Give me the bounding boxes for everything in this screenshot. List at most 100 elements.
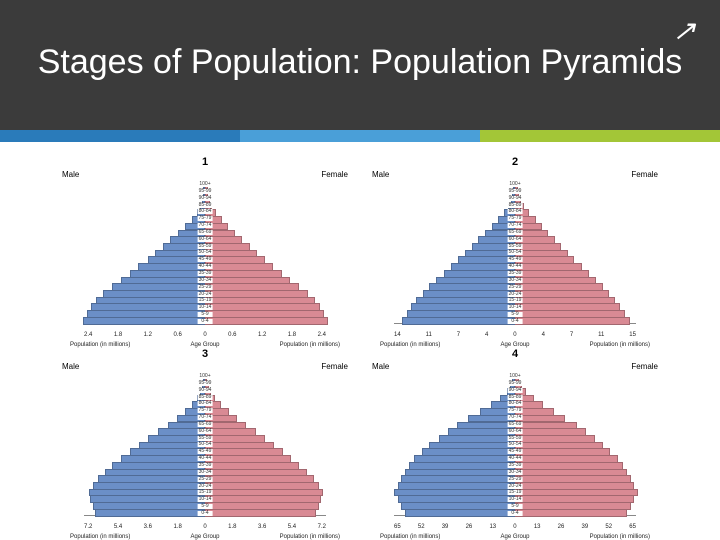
age-label: 50-54 xyxy=(198,250,213,255)
age-label: 95-99 xyxy=(508,381,523,386)
bar-half-male xyxy=(394,394,515,401)
bar-half-female xyxy=(515,448,636,455)
bar-half-male xyxy=(394,303,515,310)
x-caption-left: Population (in millions) xyxy=(70,534,130,540)
bar-half-male xyxy=(84,290,205,297)
male-bar xyxy=(83,317,205,325)
bar-half-male xyxy=(84,461,205,468)
bar-half-female xyxy=(205,394,326,401)
bar-half-female xyxy=(515,222,636,229)
bar-half-male xyxy=(84,428,205,435)
bar-half-female xyxy=(515,209,636,216)
bar-half-female xyxy=(515,296,636,303)
age-label: 25-29 xyxy=(508,285,523,290)
age-label: 35-39 xyxy=(508,463,523,468)
bar-half-male xyxy=(84,189,205,196)
bar-half-male xyxy=(84,448,205,455)
bar-half-male xyxy=(84,269,205,276)
pyramid-panel-4: 4MaleFemale100+95-9990-9485-8980-8475-79… xyxy=(370,348,660,530)
age-label: 50-54 xyxy=(198,442,213,447)
age-label: 40-44 xyxy=(198,264,213,269)
x-tick: 7 xyxy=(570,332,573,338)
bar-half-male xyxy=(394,263,515,270)
panel-number: 1 xyxy=(60,156,350,168)
age-label: 45-49 xyxy=(198,449,213,454)
age-label: 95-99 xyxy=(198,381,213,386)
bar-half-male xyxy=(84,381,205,388)
bar-half-female xyxy=(515,475,636,482)
bar-half-male xyxy=(84,455,205,462)
bar-half-female xyxy=(205,216,326,223)
bar-half-male xyxy=(84,468,205,475)
bar-half-female xyxy=(205,256,326,263)
age-label: 85-89 xyxy=(198,395,213,400)
age-label: 45-49 xyxy=(198,257,213,262)
x-tick: 52 xyxy=(605,524,612,530)
x-axis-ticks: 2.41.81.20.600.61.21.82.4 xyxy=(84,332,326,338)
accent-seg-3 xyxy=(480,130,720,142)
bar-half-male xyxy=(394,414,515,421)
x-axis-ticks: 7.25.43.61.801.83.65.47.2 xyxy=(84,524,326,530)
bar-half-female xyxy=(515,508,636,515)
bar-half-female xyxy=(515,256,636,263)
x-tick: 1.2 xyxy=(258,332,266,338)
bar-half-male xyxy=(84,502,205,509)
x-tick: 13 xyxy=(534,524,541,530)
bar-half-female xyxy=(205,276,326,283)
age-label: 75-79 xyxy=(508,216,523,221)
male-bar xyxy=(402,317,515,325)
bar-half-male xyxy=(84,236,205,243)
x-tick: 14 xyxy=(394,332,401,338)
bar-half-female xyxy=(515,401,636,408)
bar-half-female xyxy=(515,468,636,475)
bar-half-female xyxy=(205,283,326,290)
female-bar xyxy=(515,509,627,517)
x-tick: 1.8 xyxy=(114,332,122,338)
bar-half-female xyxy=(515,414,636,421)
bar-half-female xyxy=(205,316,326,323)
age-label: 15-19 xyxy=(198,298,213,303)
arrow-icon: ↗ xyxy=(673,14,696,47)
bar-half-male xyxy=(394,189,515,196)
age-label: 20-24 xyxy=(508,484,523,489)
age-label: 0-4 xyxy=(198,511,213,516)
age-label: 65-69 xyxy=(508,230,523,235)
age-label: 90-94 xyxy=(508,196,523,201)
bar-half-male xyxy=(84,394,205,401)
age-label: 90-94 xyxy=(508,388,523,393)
x-caption-center: Age Group xyxy=(500,534,529,540)
bar-half-female xyxy=(515,202,636,209)
bar-half-male xyxy=(84,495,205,502)
bar-half-female xyxy=(205,468,326,475)
bar-half-male xyxy=(84,434,205,441)
bar-half-male xyxy=(84,482,205,489)
bar-half-female xyxy=(205,502,326,509)
x-tick: 1.8 xyxy=(173,524,181,530)
age-label: 10-14 xyxy=(198,497,213,502)
age-label: 35-39 xyxy=(508,271,523,276)
age-label: 60-64 xyxy=(198,429,213,434)
x-tick: 0 xyxy=(513,524,516,530)
bar-half-male xyxy=(84,387,205,394)
bar-half-male xyxy=(394,195,515,202)
x-tick: 11 xyxy=(426,332,432,338)
age-label: 65-69 xyxy=(508,422,523,427)
age-label: 85-89 xyxy=(508,203,523,208)
age-label: 50-54 xyxy=(508,442,523,447)
age-label: 5-9 xyxy=(508,312,523,317)
bar-half-female xyxy=(515,502,636,509)
age-label: 90-94 xyxy=(198,196,213,201)
bar-half-female xyxy=(515,387,636,394)
x-tick: 1.8 xyxy=(288,332,296,338)
x-tick: 4 xyxy=(542,332,545,338)
x-tick: 3.6 xyxy=(258,524,266,530)
age-label: 40-44 xyxy=(508,264,523,269)
age-label: 30-34 xyxy=(508,278,523,283)
bar-half-female xyxy=(205,414,326,421)
bar-half-female xyxy=(205,195,326,202)
bar-half-male xyxy=(84,263,205,270)
bar-half-female xyxy=(205,310,326,317)
bar-half-female xyxy=(205,508,326,515)
female-bar xyxy=(205,509,316,517)
pyramid-panel-2: 2MaleFemale100+95-9990-9485-8980-8475-79… xyxy=(370,156,660,338)
